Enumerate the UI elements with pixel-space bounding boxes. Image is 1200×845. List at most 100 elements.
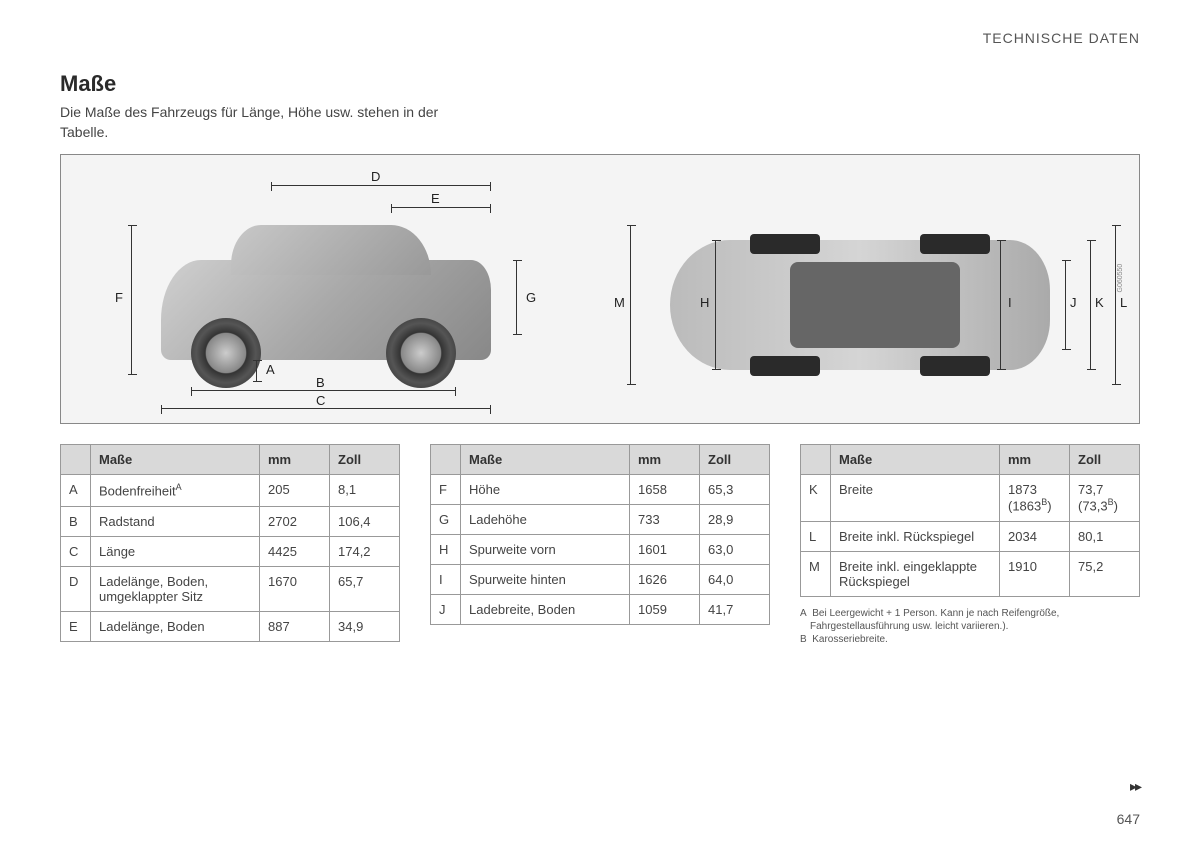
cell-key: I [431, 565, 461, 595]
dim-line-e [391, 207, 491, 208]
dim-label-g: G [526, 290, 536, 305]
dimensions-table-2: Maße mm Zoll FHöhe165865,3GLadehöhe73328… [430, 444, 770, 625]
continue-arrows-icon: ▸▸ [1130, 778, 1140, 795]
cell-zoll: 41,7 [700, 595, 770, 625]
cell-zoll: 65,7 [330, 566, 400, 611]
cell-mm: 2034 [1000, 521, 1070, 551]
cell-zoll: 80,1 [1070, 521, 1140, 551]
dimensions-table-3: Maße mm Zoll KBreite1873 (1863B)73,7 (73… [800, 444, 1140, 596]
cell-mm: 1670 [260, 566, 330, 611]
dim-line-i [1000, 240, 1001, 370]
table-row: ABodenfreiheitA2058,1 [61, 475, 400, 506]
rear-wheel-icon [386, 318, 456, 388]
dim-label-d: D [371, 169, 380, 184]
cell-zoll: 106,4 [330, 506, 400, 536]
cell-label: Radstand [91, 506, 260, 536]
cell-zoll: 64,0 [700, 565, 770, 595]
top-view: M H I J K L [600, 165, 1129, 413]
cell-label: Höhe [461, 475, 630, 505]
cell-mm: 887 [260, 611, 330, 641]
th-blank [801, 445, 831, 475]
cell-key: H [431, 535, 461, 565]
dim-label-b: B [316, 375, 325, 390]
diagram-reference-code: G060550 [1117, 264, 1124, 293]
footnotes: A Bei Leergewicht + 1 Person. Kann je na… [800, 607, 1140, 646]
table-row: DLadelänge, Boden, umgeklappter Sitz1670… [61, 566, 400, 611]
dim-line-m [630, 225, 631, 385]
cell-label: BodenfreiheitA [91, 475, 260, 506]
dim-label-i: I [1008, 295, 1012, 310]
th-masse: Maße [831, 445, 1000, 475]
th-mm: mm [260, 445, 330, 475]
tire-fl-icon [750, 234, 820, 254]
dim-line-j [1065, 260, 1066, 350]
tire-fr-icon [750, 356, 820, 376]
dim-line-a [256, 360, 257, 382]
cell-mm: 1910 [1000, 551, 1070, 596]
th-zoll: Zoll [700, 445, 770, 475]
cell-key: E [61, 611, 91, 641]
th-zoll: Zoll [1070, 445, 1140, 475]
th-blank [431, 445, 461, 475]
cell-key: F [431, 475, 461, 505]
cell-zoll: 75,2 [1070, 551, 1140, 596]
th-zoll: Zoll [330, 445, 400, 475]
cell-label: Ladehöhe [461, 505, 630, 535]
cell-zoll: 65,3 [700, 475, 770, 505]
th-masse: Maße [91, 445, 260, 475]
cell-label: Ladebreite, Boden [461, 595, 630, 625]
cell-key: D [61, 566, 91, 611]
table-row: GLadehöhe73328,9 [431, 505, 770, 535]
dim-line-c [161, 408, 491, 409]
dim-label-k: K [1095, 295, 1104, 310]
dim-label-c: C [316, 393, 325, 408]
dim-label-f: F [115, 290, 123, 305]
cell-label: Ladelänge, Boden [91, 611, 260, 641]
cell-mm: 1873 (1863B) [1000, 475, 1070, 521]
cell-label: Spurweite hinten [461, 565, 630, 595]
cell-key: B [61, 506, 91, 536]
th-mm: mm [630, 445, 700, 475]
cell-label: Ladelänge, Boden, umgeklappter Sitz [91, 566, 260, 611]
cell-mm: 1626 [630, 565, 700, 595]
cell-key: K [801, 475, 831, 521]
table-row: ELadelänge, Boden88734,9 [61, 611, 400, 641]
side-view: D E G F B C A [71, 165, 600, 413]
cell-mm: 205 [260, 475, 330, 506]
cell-zoll: 8,1 [330, 475, 400, 506]
cell-zoll: 73,7 (73,3B) [1070, 475, 1140, 521]
cell-zoll: 63,0 [700, 535, 770, 565]
table-row: MBreite inkl. eingeklappte Rückspiegel19… [801, 551, 1140, 596]
dim-line-b [191, 390, 456, 391]
cell-label: Länge [91, 536, 260, 566]
table-row: HSpurweite vorn160163,0 [431, 535, 770, 565]
cell-label: Spurweite vorn [461, 535, 630, 565]
table-mid: Maße mm Zoll FHöhe165865,3GLadehöhe73328… [430, 444, 770, 645]
cell-key: J [431, 595, 461, 625]
table-left: Maße mm Zoll ABodenfreiheitA2058,1BRadst… [60, 444, 400, 645]
front-wheel-icon [191, 318, 261, 388]
cell-label: Breite [831, 475, 1000, 521]
dim-label-h: H [700, 295, 709, 310]
cell-label: Breite inkl. Rückspiegel [831, 521, 1000, 551]
dim-line-l [1115, 225, 1116, 385]
dim-label-j: J [1070, 295, 1077, 310]
cell-mm: 1658 [630, 475, 700, 505]
dimensions-table-1: Maße mm Zoll ABodenfreiheitA2058,1BRadst… [60, 444, 400, 641]
table-row: LBreite inkl. Rückspiegel203480,1 [801, 521, 1140, 551]
cell-mm: 1059 [630, 595, 700, 625]
cell-label: Breite inkl. eingeklappte Rückspiegel [831, 551, 1000, 596]
cell-mm: 733 [630, 505, 700, 535]
table-right: Maße mm Zoll KBreite1873 (1863B)73,7 (73… [800, 444, 1140, 645]
dim-line-d [271, 185, 491, 186]
dim-label-e: E [431, 191, 440, 206]
cell-mm: 4425 [260, 536, 330, 566]
th-masse: Maße [461, 445, 630, 475]
dim-line-g [516, 260, 517, 335]
table-row: JLadebreite, Boden105941,7 [431, 595, 770, 625]
dim-line-k [1090, 240, 1091, 370]
table-row: CLänge4425174,2 [61, 536, 400, 566]
dimensions-diagram: D E G F B C A M H I J K L G060550 [60, 154, 1140, 424]
cell-key: A [61, 475, 91, 506]
cell-mm: 1601 [630, 535, 700, 565]
